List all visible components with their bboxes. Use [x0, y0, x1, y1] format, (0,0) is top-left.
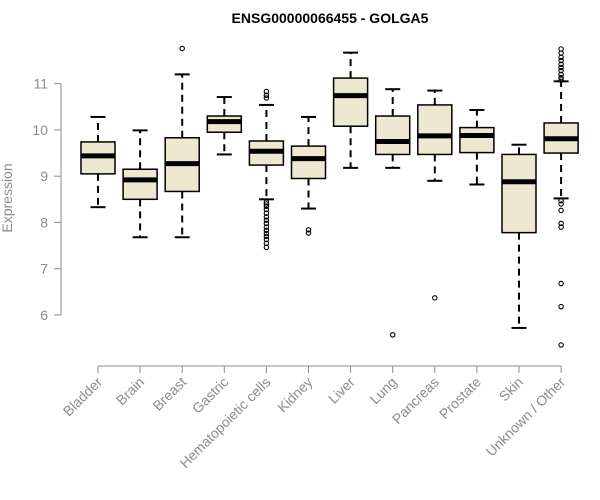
box-group [122, 129, 158, 239]
outlier-point [389, 332, 396, 338]
outlier-point [558, 77, 564, 83]
outlier-point [558, 201, 564, 207]
iqr-box [501, 153, 537, 234]
outlier-point [558, 303, 564, 310]
outlier-point [263, 230, 270, 237]
outlier-point [263, 233, 270, 240]
outlier-point [263, 236, 270, 243]
iqr-box [290, 145, 327, 180]
iqr-box [459, 126, 495, 154]
iqr-box [417, 104, 453, 156]
y-tick-label: 10 [32, 122, 48, 138]
outlier-point [263, 95, 270, 101]
iqr-box [122, 168, 158, 201]
outlier-point [432, 295, 438, 301]
x-tick-label: Skin [496, 374, 527, 405]
x-tick-label: Unknown / Other [483, 374, 569, 460]
outlier-point [558, 57, 564, 64]
y-axis: 6 7 8 9 10 11 [32, 76, 62, 323]
outlier-point [558, 197, 564, 204]
x-tick-label: Bladder [60, 374, 106, 420]
box-group [374, 88, 411, 338]
box-group [332, 51, 369, 169]
outlier-point [263, 220, 270, 227]
box-group [417, 89, 453, 301]
outlier-point [558, 207, 564, 214]
outlier-point [558, 74, 564, 81]
x-tick-label: Liver [325, 374, 358, 407]
outlier-point [263, 88, 270, 95]
outlier-point [263, 244, 270, 251]
box-group [290, 115, 327, 236]
x-tick-label: Prostate [436, 374, 484, 422]
outlier-point [305, 227, 312, 233]
x-tick-label: Pancreas [389, 374, 442, 427]
box-group [164, 45, 200, 239]
outlier-point [263, 92, 270, 98]
x-tick-label: Breast [149, 374, 189, 414]
outlier-point [179, 45, 185, 52]
y-tick-label: 11 [33, 76, 48, 92]
iqr-box [206, 115, 243, 133]
outlier-point [263, 214, 270, 220]
outlier-point [263, 203, 270, 210]
outlier-point [558, 61, 564, 67]
y-tick-label: 6 [40, 307, 48, 323]
outlier-point [263, 217, 270, 223]
outlier-point [305, 230, 312, 236]
outlier-point [558, 71, 564, 78]
iqr-box [332, 77, 369, 127]
outlier-point [558, 224, 564, 230]
outlier-point [558, 54, 564, 61]
outlier-point [558, 64, 564, 71]
box-group [80, 115, 116, 209]
x-tick-label: Lung [366, 374, 399, 407]
box-group [248, 88, 285, 251]
y-axis-label: Expression [0, 163, 15, 232]
chart-title: ENSG00000066455 - GOLGA5 [232, 10, 429, 26]
x-tick-label: Brain [113, 374, 147, 408]
x-tick-label: Kidney [274, 374, 316, 416]
outlier-point [263, 206, 270, 213]
outlier-point [558, 280, 564, 287]
outlier-point [263, 201, 270, 207]
outlier-point [263, 224, 270, 230]
box-group [543, 46, 579, 348]
y-tick-label: 9 [40, 168, 48, 184]
box-group [206, 96, 243, 156]
outlier-point [558, 220, 564, 227]
y-tick-label: 8 [40, 214, 48, 230]
y-tick-label: 7 [40, 261, 48, 277]
outlier-point [263, 210, 270, 216]
outlier-point [263, 227, 270, 234]
iqr-box [374, 115, 411, 156]
outlier-point [558, 67, 564, 74]
box-series [80, 45, 579, 348]
box-group [459, 109, 495, 186]
outlier-point [558, 342, 564, 348]
box-group [501, 143, 537, 329]
